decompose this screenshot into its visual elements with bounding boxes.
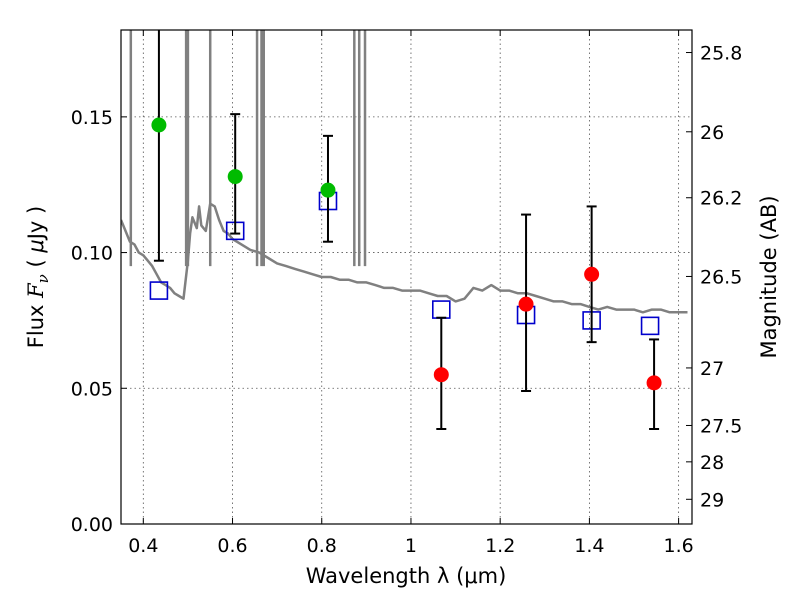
y2-tick-label: 25.8 — [700, 43, 742, 65]
x-tick-label: 0.4 — [128, 535, 158, 557]
y2-axis-label: Magnitude (AB) — [757, 195, 781, 358]
y2-tick-label: 27.5 — [700, 415, 742, 437]
plot-frame — [120, 29, 693, 525]
x-tick-label: 0.6 — [217, 535, 247, 557]
x-tick-label: 1.4 — [574, 535, 604, 557]
model-band-square — [640, 316, 660, 336]
grid — [121, 30, 692, 524]
x-tick-label: 1.2 — [485, 535, 515, 557]
model-spectrum-line — [121, 202, 688, 314]
y-tick-label: 0.15 — [71, 107, 113, 129]
y2-tick-label: 26.2 — [700, 188, 742, 210]
x-tick-label: 1.6 — [664, 535, 694, 557]
photometry-point — [646, 375, 662, 391]
y-tick-label: 0.05 — [71, 378, 113, 400]
y2-tick-label: 26.5 — [700, 266, 742, 288]
y2-tick-label: 26 — [700, 122, 724, 144]
y-tick-label: 0.10 — [71, 243, 113, 265]
y2-tick-label: 27 — [700, 358, 724, 380]
photometry-point — [433, 367, 449, 383]
y2-tick-label: 29 — [700, 489, 724, 511]
photometry-point — [584, 266, 600, 282]
y-tick-label: 0.00 — [71, 514, 113, 536]
model-band-square — [149, 281, 169, 300]
photometry-point — [320, 182, 336, 198]
photometry-point — [518, 296, 534, 312]
x-tick-label: 1 — [405, 535, 417, 557]
model-band-square — [431, 300, 451, 319]
x-tick-label: 0.8 — [307, 535, 337, 557]
x-axis-label: Wavelength λ (μm) — [306, 564, 507, 588]
y2-tick-label: 28 — [700, 452, 724, 474]
data-layer — [121, 30, 688, 430]
ticks: 0.4 0.6 0.8 1 1.2 1.4 1.6 0.00 0.05 0.10 0.15 25.8 2… — [71, 30, 742, 557]
y-axis-label: Flux Fν ( μJy ) — [24, 206, 52, 348]
photometry-point — [227, 169, 243, 185]
photometry-point — [151, 117, 167, 133]
